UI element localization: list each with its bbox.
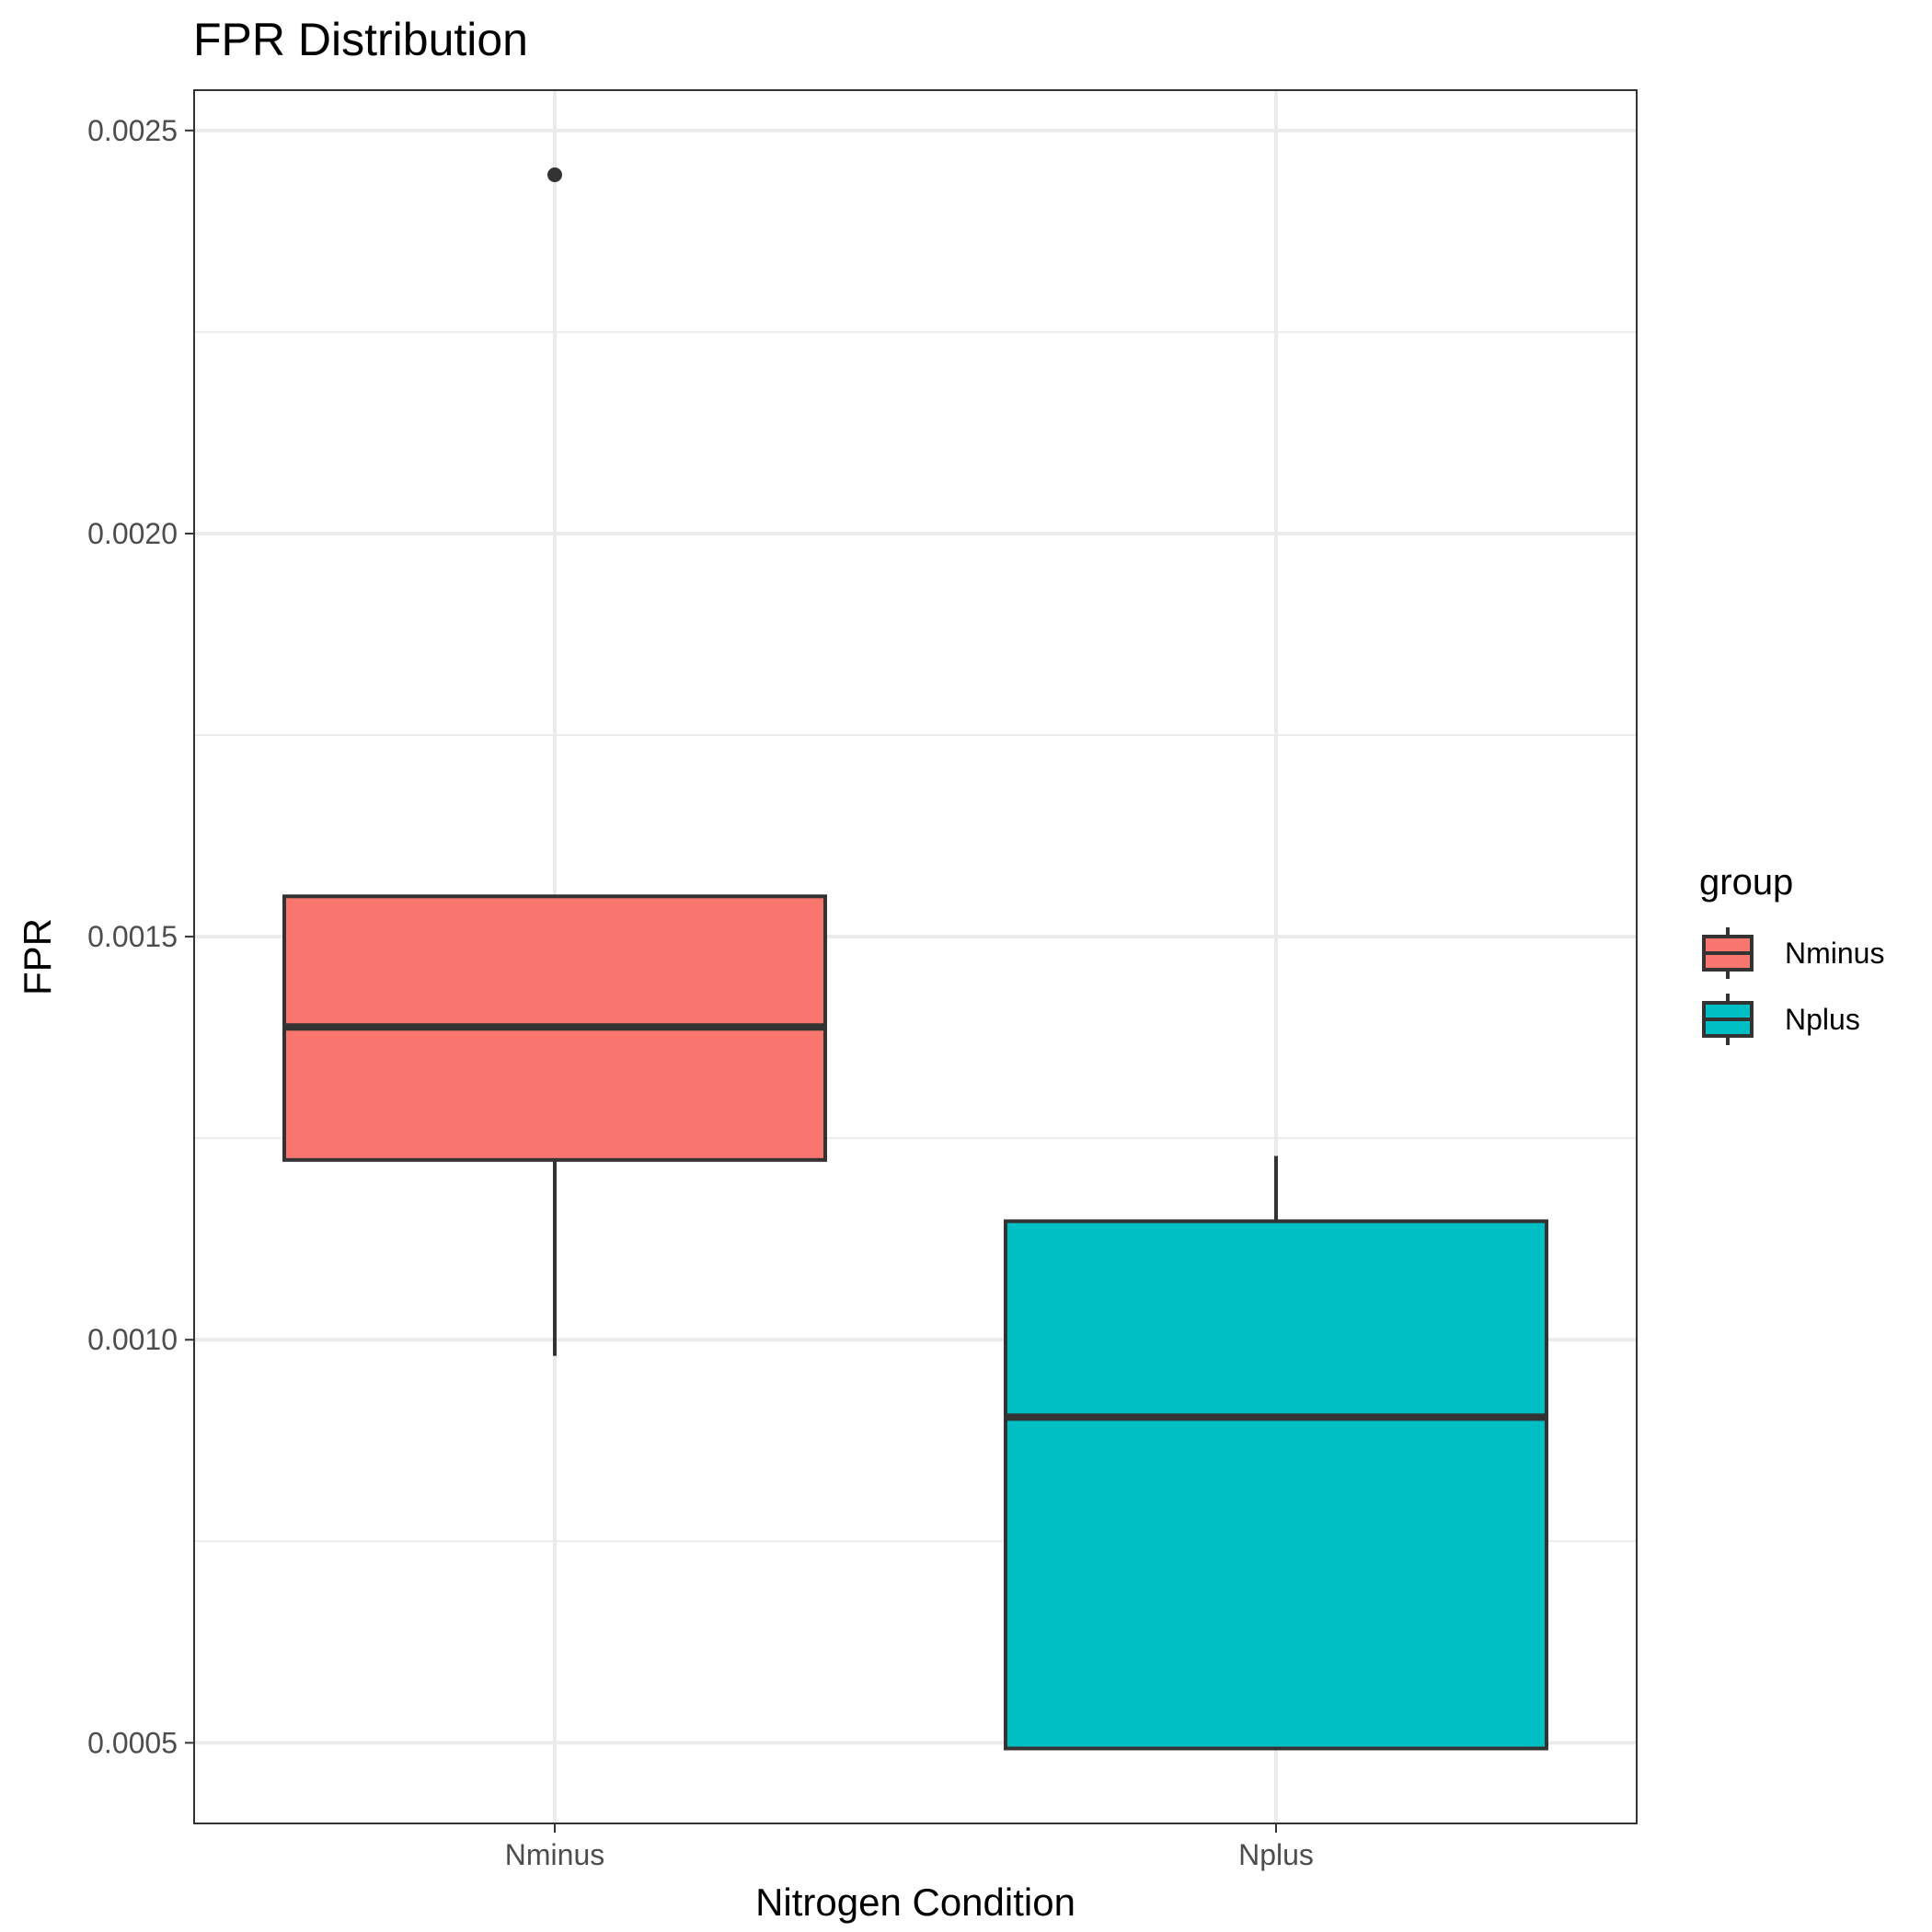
box-Nminus [282,167,827,1356]
iqr-box-Nplus [1004,1219,1548,1751]
legend-item-Nminus: Nminus [1702,927,1884,979]
x-tick-label-Nplus: Nplus [1238,1838,1314,1871]
legend-title: group [1699,862,1793,903]
x-axis-title: Nitrogen Condition [755,1880,1075,1924]
axes: 0.0005 0.0010 0.0015 0.0020 0.0025 Nminus Nplu… [87,114,1314,1871]
y-tick-label-2: 0.0015 [87,920,178,953]
y-axis-title: FPR [16,918,59,995]
box-Nplus [1004,1156,1548,1751]
outlier-point-Nminus-0 [547,167,562,183]
boxes [282,167,1548,1751]
panel-border [193,89,1638,1824]
y-tick-label-4: 0.0025 [87,114,178,147]
chart-title: FPR Distribution [193,14,528,65]
x-tick-label-Nminus: Nminus [505,1838,604,1871]
legend-label-Nplus: Nplus [1785,1003,1860,1036]
y-tick-label-0: 0.0005 [87,1726,178,1759]
legend-label-Nminus: Nminus [1785,937,1884,970]
y-tick-label-3: 0.0020 [87,517,178,550]
legend-item-Nplus: Nplus [1702,994,1860,1045]
legend: group Nminus Nplus [1699,862,1884,1045]
y-tick-label-1: 0.0010 [87,1323,178,1356]
